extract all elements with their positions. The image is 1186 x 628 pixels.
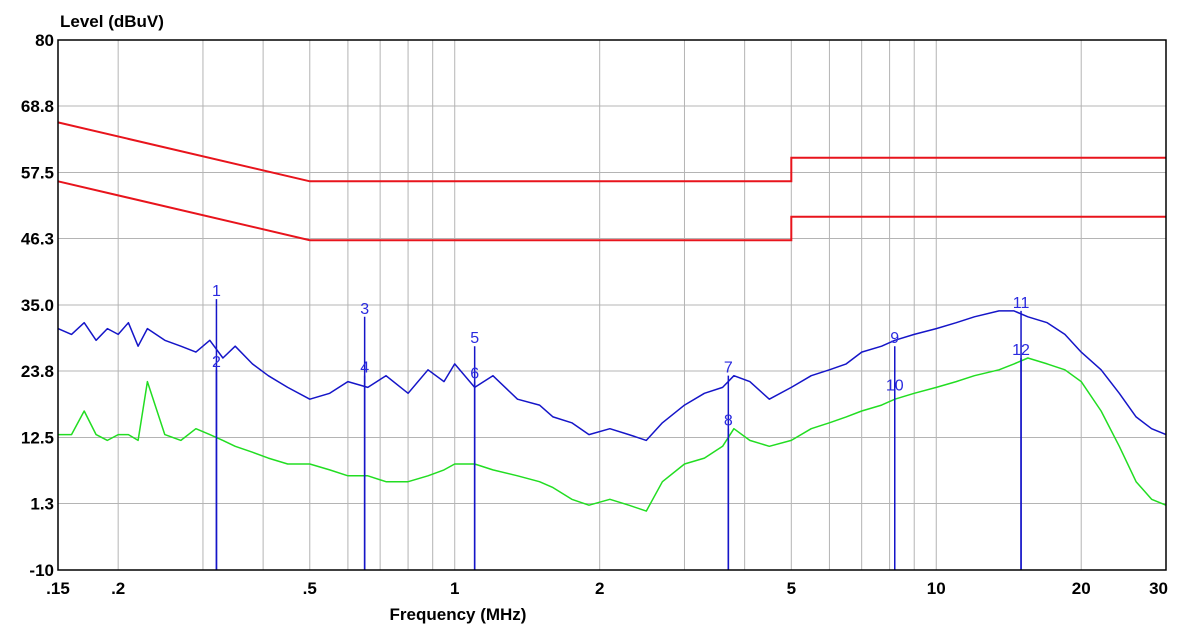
x-tick-label: 2 (595, 579, 604, 598)
y-axis-title: Level (dBuV) (60, 12, 164, 31)
y-tick-label: 57.5 (21, 164, 54, 183)
peak-marker-label: 8 (724, 413, 733, 430)
x-tick-label: 10 (927, 579, 946, 598)
x-tick-label: 20 (1072, 579, 1091, 598)
peak-marker-label: 12 (1012, 342, 1030, 359)
limit-line (57, 180, 1166, 242)
peak-marker-label: 9 (890, 330, 899, 347)
trace-series (57, 310, 1167, 512)
peak-marker-label: 1 (212, 283, 221, 300)
x-tick-label: 5 (787, 579, 796, 598)
series-line (57, 310, 1167, 442)
plot-frame (57, 39, 1167, 571)
peak-marker-label: 10 (886, 377, 904, 394)
x-tick-label: 1 (450, 579, 459, 598)
peak-marker-label: 2 (212, 354, 221, 371)
y-tick-label: 1.3 (30, 494, 54, 513)
y-tick-label: 35.0 (21, 296, 54, 315)
y-tick-label: 80 (35, 31, 54, 50)
peak-marker-label: 6 (470, 366, 479, 383)
peak-marker-label: 7 (724, 360, 733, 377)
x-tick-labels: .15 .2 .5 1 2 5 10 20 30 (46, 579, 1168, 598)
limit-line (57, 121, 1166, 183)
limit-lines (57, 121, 1166, 242)
y-tick-label: 68.8 (21, 97, 54, 116)
x-tick-label: 30 (1149, 579, 1168, 598)
y-tick-labels: 80 68.8 57.5 46.3 35.0 23.8 12.5 1.3 -10 (21, 31, 54, 580)
x-tick-label: .2 (111, 579, 125, 598)
peak-marker-label: 3 (360, 301, 369, 318)
x-axis-title: Frequency (MHz) (390, 605, 527, 624)
grid-lines (57, 39, 1167, 571)
peak-marker-label: 5 (470, 330, 479, 347)
x-tick-label: .15 (46, 579, 70, 598)
y-tick-label: 12.5 (21, 429, 54, 448)
y-tick-label: -10 (29, 561, 54, 580)
y-tick-label: 46.3 (21, 229, 54, 248)
x-tick-label: .5 (303, 579, 317, 598)
peak-marker-label: 4 (360, 360, 369, 377)
series-line (58, 357, 1167, 512)
y-tick-label: 23.8 (21, 362, 54, 381)
peak-marker-label: 11 (1013, 295, 1030, 312)
